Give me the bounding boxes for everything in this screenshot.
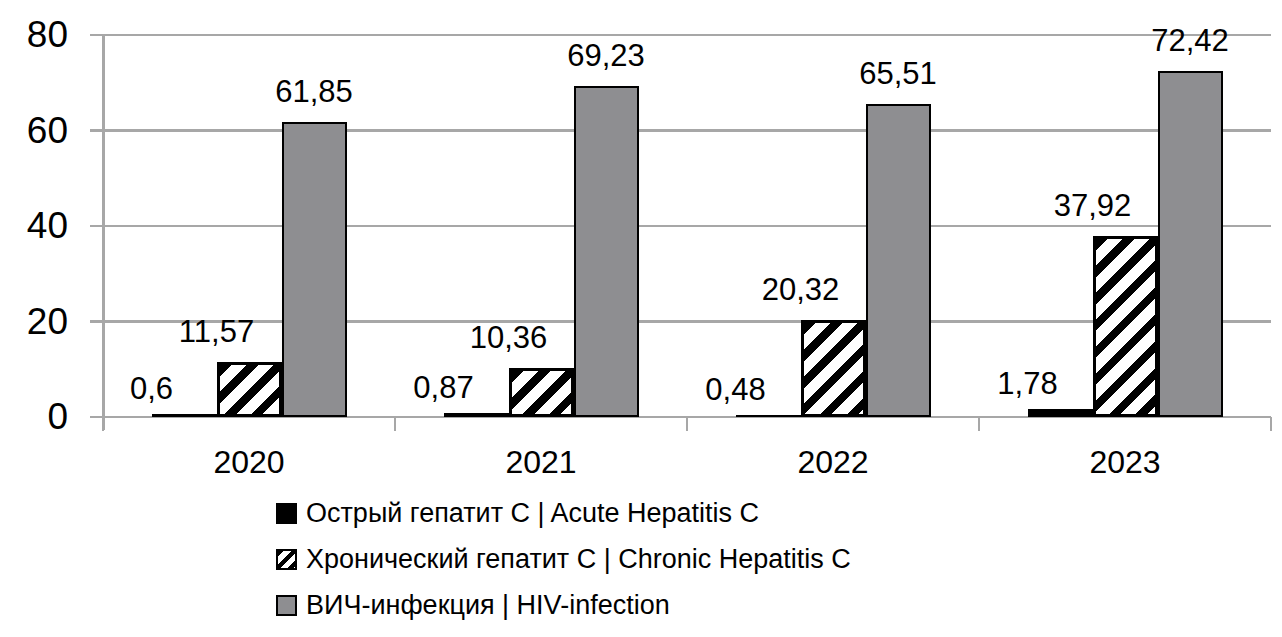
data-label-2022-series-1: 20,32	[721, 274, 881, 305]
legend-marker-hatched-diagonal-icon	[276, 549, 297, 570]
data-label-2023-series-0: 1,78	[948, 368, 1108, 399]
gridline-40	[103, 225, 1271, 228]
bar-2020-series-2	[282, 122, 347, 417]
data-label-2021-series-2: 69,23	[526, 40, 686, 71]
data-label-2023-series-1: 37,92	[1013, 190, 1173, 221]
legend-marker-solid-black-icon	[276, 503, 297, 524]
data-label-2020-series-2: 61,85	[234, 76, 394, 107]
legend-item-2: ВИЧ-инфекция | HIV-infection	[276, 590, 851, 621]
gridline-60	[103, 129, 1271, 132]
y-axis-label-60: 60	[18, 112, 68, 150]
y-axis-label-20: 20	[18, 303, 68, 341]
x-axis-tick	[102, 417, 105, 431]
legend-marker-solid-gray-icon	[276, 595, 297, 616]
x-axis-category-2022: 2022	[687, 444, 979, 481]
y-axis-label-40: 40	[18, 207, 68, 245]
legend-item-0: Острый гепатит C | Acute Hepatitis C	[276, 498, 851, 529]
x-axis-category-2023: 2023	[979, 444, 1271, 481]
data-label-2022-series-0: 0,48	[656, 374, 816, 405]
y-axis-label-80: 80	[18, 16, 68, 54]
bar-2023-series-2	[1158, 71, 1223, 417]
y-axis-label-0: 0	[18, 398, 68, 436]
x-axis-category-2021: 2021	[395, 444, 687, 481]
legend-label-2: ВИЧ-инфекция | HIV-infection	[306, 590, 670, 621]
bar-2021-series-0	[444, 413, 509, 417]
plot-area: 0204060800,611,5761,850,8710,3669,230,48…	[103, 35, 1271, 417]
x-axis-tick	[394, 417, 397, 431]
legend-label-0: Острый гепатит C | Acute Hepatitis C	[306, 498, 759, 529]
bar-2023-series-0	[1028, 409, 1093, 417]
data-label-2020-series-0: 0,6	[72, 373, 232, 404]
y-axis-line	[102, 34, 105, 430]
data-label-2022-series-2: 65,51	[818, 58, 978, 89]
x-axis-tick	[686, 417, 689, 431]
data-label-2023-series-2: 72,42	[1110, 25, 1270, 56]
bar-chart-figure: 0 20 40 60 80 0,6 11,57 61,85 0,87 10,36 69,23 0,48…	[0, 0, 1282, 637]
bar-2020-series-0	[152, 414, 217, 417]
legend-label-1: Хронический гепатит C | Chronic Hepatiti…	[306, 544, 851, 575]
bar-2022-series-0	[736, 415, 801, 417]
legend-item-1: Хронический гепатит C | Chronic Hepatiti…	[276, 544, 851, 575]
x-axis-category-2020: 2020	[103, 444, 395, 481]
data-label-2020-series-1: 11,57	[137, 316, 297, 347]
x-axis-tick	[978, 417, 981, 431]
data-label-2021-series-1: 10,36	[429, 322, 589, 353]
gridline-80	[103, 34, 1271, 37]
data-label-2021-series-0: 0,87	[364, 372, 524, 403]
bar-2021-series-2	[574, 86, 639, 417]
bar-2022-series-2	[866, 104, 931, 417]
legend: Острый гепатит C | Acute Hepatitis C Хрон…	[276, 498, 851, 636]
x-axis-tick	[1270, 417, 1273, 431]
